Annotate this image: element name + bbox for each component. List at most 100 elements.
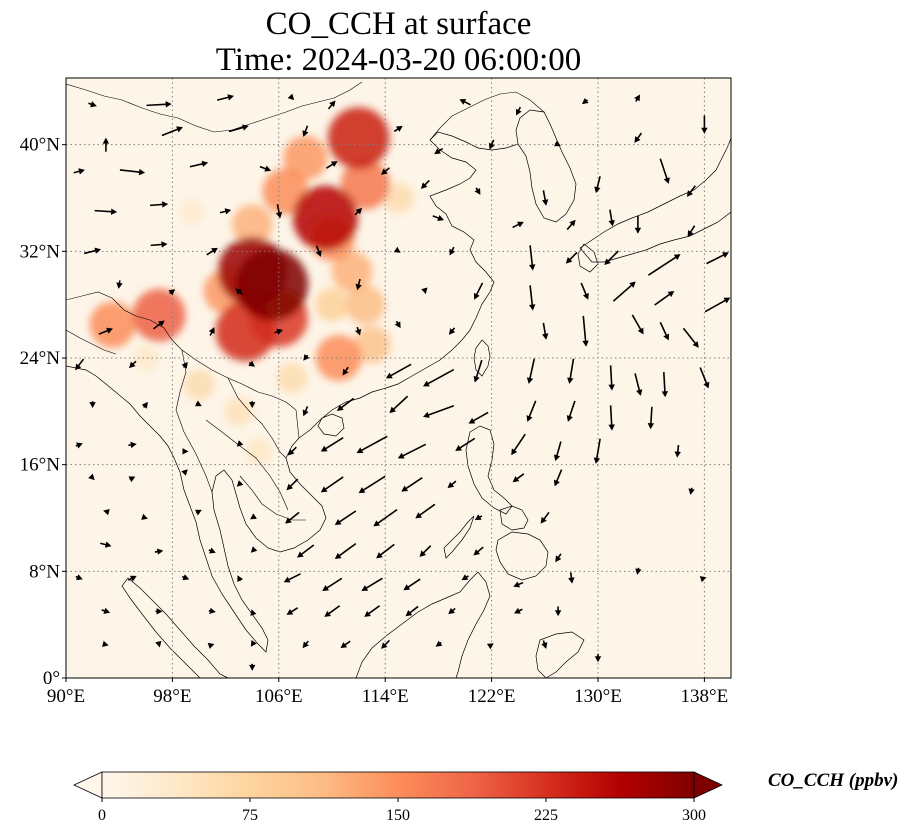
wind-vector [394, 320, 401, 329]
lat-axis: 0° 8°N 16°N 24°N 32°N 40°N [20, 135, 66, 689]
lat-tick-label: 24°N [20, 348, 61, 369]
co-background-field [66, 78, 731, 678]
wind-vector [153, 320, 165, 330]
wind-vector [661, 372, 669, 398]
wind-vector [325, 161, 338, 169]
border-laos-vietnam [227, 377, 287, 459]
border-india-nepal [66, 329, 117, 355]
map-plot-area [66, 78, 731, 678]
wind-vector [168, 289, 176, 296]
wind-vector [302, 406, 309, 417]
wind-vector [320, 436, 344, 452]
wind-vector [303, 354, 310, 361]
wind-vector [102, 640, 109, 648]
wind-vector [385, 363, 412, 379]
wind-vector [420, 179, 430, 189]
wind-vector [88, 473, 95, 481]
wind-vector [659, 158, 670, 184]
wind-vector [334, 542, 357, 560]
wind-vector [354, 207, 363, 216]
wind-vector [674, 444, 681, 458]
wind-vector [195, 400, 202, 407]
wind-vector [286, 607, 299, 615]
wind-vector [514, 607, 523, 614]
wind-vector [608, 365, 615, 391]
wind-vector [336, 397, 355, 411]
coastline-korea [515, 109, 577, 223]
wind-vector [699, 576, 707, 583]
wind-vector [302, 640, 309, 649]
wind-vector [208, 327, 215, 336]
wind-vector [473, 359, 483, 383]
wind-vector [128, 476, 136, 483]
co-hotspot [224, 397, 254, 426]
wind-vector [635, 567, 642, 575]
co-hotspot [231, 204, 273, 246]
wind-vector [103, 508, 110, 516]
coastline-palawan [443, 515, 475, 559]
wind-vector [320, 476, 344, 493]
lat-tick-label: 32°N [20, 241, 61, 262]
wind-vector [461, 574, 469, 581]
colorbar-label: CO_CCH (ppbv) [768, 770, 899, 791]
wind-vector [455, 437, 476, 451]
wind-vector [555, 553, 562, 563]
wind-vector [594, 176, 601, 194]
wind-vector [150, 241, 168, 248]
wind-vector [634, 94, 640, 102]
wind-vector [73, 168, 85, 175]
wind-vector [361, 577, 383, 591]
wind-vector [581, 97, 589, 105]
lon-tick-label: 106°E [255, 686, 303, 707]
colorbar-tick-label: 75 [242, 807, 258, 824]
wind-vector [141, 513, 148, 520]
wind-vector [207, 642, 215, 649]
wind-vector [355, 326, 362, 336]
wind-vector [327, 100, 336, 110]
wind-vector [116, 280, 123, 289]
wind-vector [405, 605, 419, 617]
wind-vector [381, 167, 390, 175]
co-hotspot [340, 159, 390, 210]
wind-vector [141, 401, 148, 409]
wind-vector [423, 404, 455, 418]
co-hotspot [353, 326, 391, 364]
wind-vector [376, 543, 395, 559]
wind-vector [553, 469, 563, 487]
border-north [66, 81, 363, 133]
wind-vector [682, 327, 699, 348]
wind-vector [434, 147, 444, 155]
wind-vector [634, 132, 643, 143]
coastline-visayas [499, 505, 529, 531]
wind-vector [75, 442, 83, 449]
co-hotspot [283, 135, 328, 181]
wind-vector [529, 285, 536, 311]
wind-vector [101, 607, 111, 614]
co-hotspot [327, 107, 390, 169]
map-gridlines [66, 78, 731, 678]
wind-vector [286, 478, 299, 491]
wind-vector [75, 574, 83, 581]
lat-tick-label: 0° [43, 668, 60, 689]
wind-vector [473, 282, 484, 300]
wind-vector [435, 640, 443, 647]
wind-vector [119, 168, 146, 176]
wind-vector [181, 361, 188, 369]
wind-vector [334, 510, 357, 525]
wind-vector [84, 247, 101, 255]
wind-vector [324, 605, 341, 617]
wind-vector [421, 287, 428, 295]
coastline-luzon [465, 425, 513, 515]
wind-vector [526, 358, 536, 384]
wind-vector [181, 469, 188, 476]
wind-vector [287, 446, 297, 456]
wind-vector [302, 125, 309, 137]
coastline-mindanao [495, 531, 549, 581]
co-hotspot [179, 198, 205, 224]
wind-vector [647, 254, 681, 276]
wind-vector [701, 115, 708, 134]
wind-vector [342, 366, 349, 376]
lon-tick-label: 114°E [362, 686, 409, 707]
wind-vector [208, 547, 216, 554]
wind-vector [89, 401, 96, 409]
